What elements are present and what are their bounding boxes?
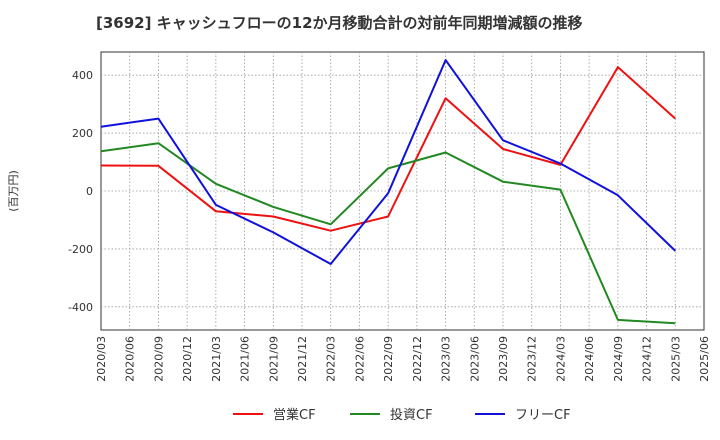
series-line [100,142,676,325]
x-tick-label: 2021/09 [267,336,280,382]
x-tick-label: 2024/12 [641,336,654,382]
x-tick-label: 2021/03 [210,336,223,382]
legend-label: フリーCF [515,408,571,423]
series-line [100,66,676,232]
x-tick-label: 2025/03 [669,336,682,382]
x-tick-label: 2023/09 [497,336,510,382]
x-tick-label: 2020/06 [124,336,137,382]
x-tick-label: 2020/12 [181,336,194,382]
legend-label: 営業CF [273,407,316,423]
y-tick-label: 0 [86,185,93,198]
x-tick-label: 2020/09 [152,336,165,382]
x-tick-label: 2024/06 [583,336,596,382]
y-axis-label: (百万円) [7,170,20,212]
y-tick-label: 200 [72,127,93,140]
x-tick-label: 2023/12 [526,336,539,382]
x-tick-label: 2022/03 [325,336,338,382]
x-tick-label: 2020/03 [95,336,108,382]
y-axis: -400 -200 0 200 400 [68,69,93,314]
y-tick-label: -200 [68,243,93,256]
series-line [100,59,676,265]
series-lines [100,59,676,325]
y-tick-label: -400 [68,301,93,314]
x-tick-label: 2024/09 [612,336,625,382]
y-tick-label: 400 [72,69,93,82]
x-tick-label: 2021/06 [239,336,252,382]
x-tick-label: 2023/03 [440,336,453,382]
chart-title: [3692] キャッシュフローの12か月移動合計の対前年同期増減額の推移 [96,14,583,32]
x-tick-label: 2025/06 [698,336,711,382]
legend-label: 投資CF [390,407,433,423]
x-tick-label: 2021/12 [296,336,309,382]
x-tick-label: 2022/06 [353,336,366,382]
x-tick-label: 2024/03 [554,336,567,382]
x-axis: 2020/03 2020/06 2020/09 2020/12 2021/03 2021/… [95,336,711,382]
legend: 営業CF 投資CF フリーCF [233,407,571,423]
x-tick-label: 2022/09 [382,336,395,382]
x-tick-label: 2022/12 [411,336,424,382]
x-tick-label: 2023/06 [468,336,481,382]
